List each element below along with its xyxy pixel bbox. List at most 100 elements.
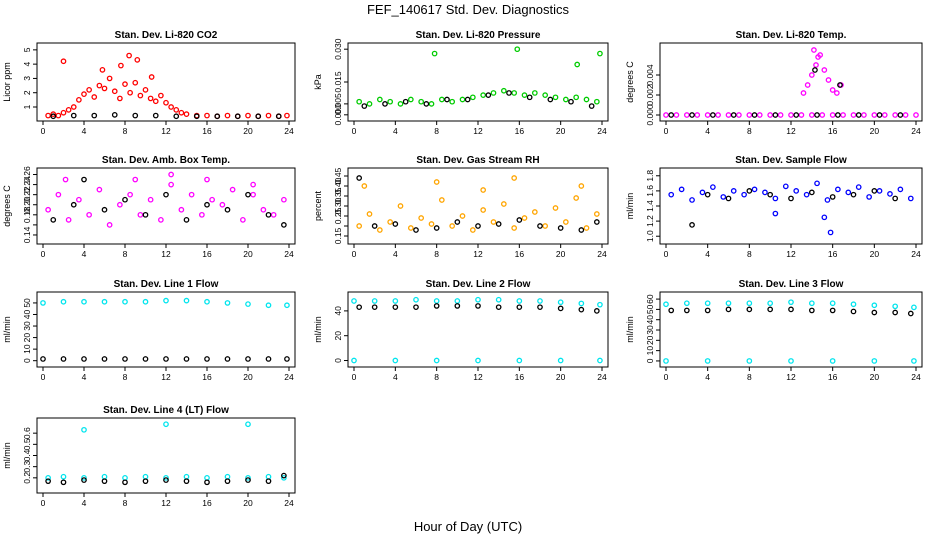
- co2-samples-point: [204, 112, 210, 119]
- line2-reference-point: [516, 304, 523, 311]
- sampleflow-samples-point: [678, 186, 685, 193]
- ambtemp-samples-point: [204, 176, 210, 183]
- co2-reference-point: [50, 113, 57, 120]
- sampleflow-samples-point: [720, 194, 727, 200]
- ambtemp-samples-point: [45, 206, 51, 213]
- co2-samples-point: [152, 98, 159, 105]
- sampleflow-samples-point: [824, 197, 831, 203]
- panel-sampleflow: Stan. Dev. Sample Flow ml/min 0 4 8 12 16 20 24 1…: [625, 155, 923, 259]
- pressure-reference-point: [547, 96, 554, 103]
- sampleflow-xtick-label: 12: [786, 249, 796, 259]
- line1-samples-point: [265, 302, 272, 309]
- line2-samples-point: [433, 357, 440, 364]
- sampleflow-xtick-label: 4: [705, 249, 710, 259]
- co2-reference-point: [132, 112, 139, 119]
- sampleflow-ytick-label: 1.6: [645, 185, 655, 197]
- temp-samples-point: [811, 47, 817, 53]
- line2-samples-point: [516, 298, 523, 304]
- rh-xtick-label: 8: [434, 249, 439, 259]
- sampleflow-plot-frame: [659, 167, 923, 245]
- temp-samples-point: [704, 112, 711, 118]
- rh-ytick-label: 0.40: [333, 177, 343, 194]
- line2-samples-point: [597, 357, 603, 364]
- temp-reference-point: [897, 112, 904, 118]
- line3-reference-point: [892, 309, 899, 316]
- line4-samples-point: [81, 426, 87, 433]
- line4-reference-point: [265, 478, 272, 485]
- rh-samples-point: [376, 227, 383, 233]
- ambtemp-reference-point: [142, 211, 149, 218]
- pressure-reference-point: [506, 90, 512, 96]
- ambtemp-samples-point: [168, 181, 174, 188]
- rh-reference-point: [433, 225, 440, 231]
- line3-samples-point: [871, 302, 878, 309]
- ambtemp-xtick-label: 0: [41, 249, 46, 259]
- line3-samples-point: [850, 301, 857, 308]
- line1-samples-point: [60, 298, 67, 305]
- temp-samples-point: [840, 112, 846, 118]
- rh-xtick-label: 24: [597, 249, 607, 259]
- line4-reference-point: [122, 479, 128, 486]
- sampleflow-xtick-label: 24: [911, 249, 921, 259]
- line3-reference-point: [788, 306, 794, 313]
- rh-samples-point: [511, 175, 518, 181]
- rh-xtick-label: 0: [352, 249, 357, 259]
- temp-reference-point: [710, 112, 716, 118]
- line3-samples-point: [663, 301, 669, 308]
- ambtemp-samples-point: [168, 171, 174, 178]
- co2-reference-point: [91, 112, 98, 119]
- line4-samples-point: [101, 473, 108, 480]
- temp-xtick-label: 4: [705, 126, 710, 136]
- line2-reference-point: [454, 303, 461, 309]
- line1-reference-point: [183, 356, 190, 362]
- co2-samples-point: [60, 58, 67, 65]
- line2-samples-point: [454, 298, 461, 304]
- pressure-samples-point: [542, 92, 549, 98]
- sampleflow-title: Stan. Dev. Sample Flow: [735, 155, 847, 166]
- sampleflow-samples-point: [699, 189, 706, 196]
- pressure-reference-point: [382, 101, 388, 107]
- sampleflow-reference-point: [704, 191, 711, 198]
- temp-samples-point: [861, 112, 867, 118]
- co2-ytick-label: 1: [22, 104, 32, 109]
- temp-samples-point: [821, 67, 828, 73]
- line3-plot-frame: [659, 291, 923, 368]
- line2-ytick-label: 40: [333, 306, 343, 316]
- ambtemp-samples-point: [229, 186, 236, 193]
- rh-reference-point: [516, 217, 523, 223]
- rh-samples-point: [407, 225, 414, 231]
- co2-samples-point: [111, 88, 118, 95]
- line2-samples-point: [351, 298, 357, 304]
- ambtemp-xtick-label: 12: [161, 249, 171, 259]
- line2-samples-point: [578, 300, 585, 307]
- rh-samples-point: [438, 197, 445, 203]
- temp-reference-point: [689, 112, 695, 118]
- rh-samples-point: [356, 223, 363, 229]
- temp-samples-point: [913, 112, 919, 118]
- line3-reference-point: [746, 306, 753, 313]
- pressure-samples-point: [573, 94, 580, 101]
- temp-ytick-label: 0.004: [645, 64, 655, 86]
- line2-ytick-label: 0: [333, 358, 343, 363]
- temp-samples-point: [725, 112, 732, 118]
- co2-samples-point: [117, 95, 123, 102]
- temp-reference-point: [814, 112, 820, 118]
- line3-xtick-label: 20: [870, 372, 880, 382]
- sampleflow-samples-point: [866, 194, 872, 200]
- co2-samples-point: [50, 111, 57, 117]
- rh-samples-point: [490, 219, 497, 225]
- line3-reference-point: [668, 307, 675, 314]
- line4-title: Stan. Dev. Line 4 (LT) Flow: [103, 405, 229, 416]
- temp-xtick-label: 0: [664, 126, 669, 136]
- rh-ylabel: percent: [313, 190, 323, 221]
- co2-reference-point: [234, 113, 241, 120]
- co2-samples-point: [127, 89, 133, 96]
- temp-samples-point: [788, 112, 794, 118]
- pressure-samples-point: [376, 96, 383, 103]
- line4-samples-point: [204, 474, 210, 481]
- temp-samples-point: [800, 90, 807, 96]
- co2-reference-point: [275, 113, 282, 120]
- co2-samples-point: [96, 82, 103, 89]
- line1-reference-point: [101, 356, 108, 362]
- figure-xlabel: Hour of Day (UTC): [414, 519, 522, 534]
